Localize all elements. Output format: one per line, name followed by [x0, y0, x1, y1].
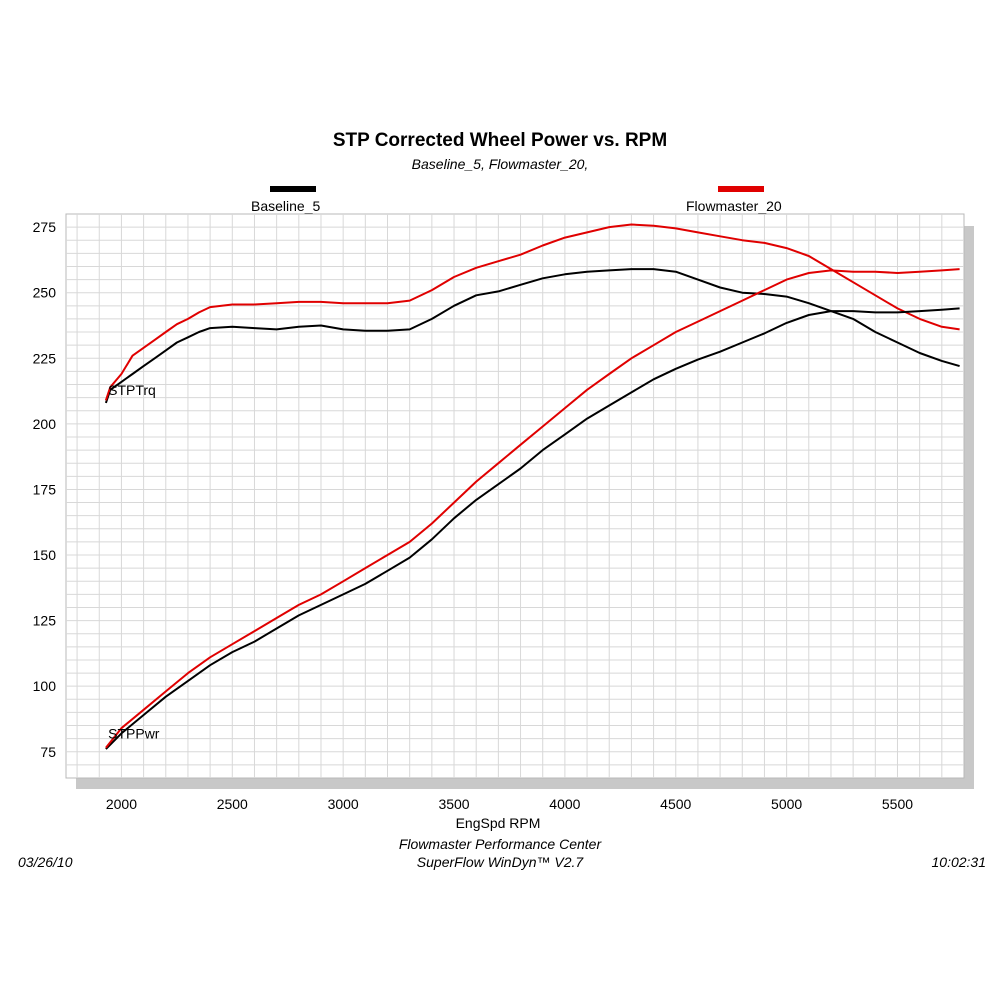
y-tick-label: 125: [33, 613, 57, 629]
footer-center-name: Flowmaster Performance Center: [398, 836, 602, 852]
plot-background: [65, 213, 965, 779]
x-tick-label: 2500: [217, 796, 248, 812]
y-tick-labels: 75 100 125 150 175 200 225 250 275: [33, 219, 57, 760]
footer-time: 10:02:31: [931, 854, 987, 870]
y-tick-label: 225: [33, 350, 57, 366]
y-tick-label: 275: [33, 219, 57, 235]
legend-swatch-baseline: [270, 186, 316, 192]
series-line-power-flowmaster-20: [105, 268, 960, 749]
x-tick-label: 3000: [328, 796, 359, 812]
y-tick-label: 75: [40, 744, 56, 760]
y-tick-label: 250: [33, 285, 57, 301]
series-group: [104, 223, 960, 750]
x-tick-labels: 2000 2500 3000 3500 4000 4500 5000 5500: [106, 796, 913, 812]
chart-title: STP Corrected Wheel Power vs. RPM: [332, 130, 668, 151]
legend-label-baseline: Baseline_5: [251, 198, 321, 214]
y-tick-label: 100: [33, 678, 57, 694]
x-tick-label: 4000: [549, 796, 580, 812]
series-line-torque-flowmaster-20: [104, 223, 960, 401]
x-axis-label: EngSpd RPM: [456, 815, 541, 831]
y-tick-label: 175: [33, 481, 57, 497]
legend-swatch-flowmaster: [718, 186, 764, 192]
legend-label-flowmaster: Flowmaster_20: [686, 198, 782, 214]
y-tick-label: 150: [33, 547, 57, 563]
x-tick-label: 4500: [660, 796, 691, 812]
curve-labels: STPTrq STPPwr: [108, 382, 160, 742]
curve-label-stppwr: STPPwr: [108, 726, 160, 742]
x-tick-label: 2000: [106, 796, 137, 812]
series-line-torque-baseline-5: [104, 268, 960, 404]
x-tick-label: 5500: [882, 796, 913, 812]
x-tick-label: 3500: [438, 796, 469, 812]
footer-software: SuperFlow WinDyn™ V2.7: [416, 854, 584, 870]
footer-date: 03/26/10: [18, 854, 73, 870]
series-line-power-baseline-5: [105, 307, 960, 750]
curve-label-stptrq: STPTrq: [108, 382, 156, 398]
x-tick-label: 5000: [771, 796, 802, 812]
grid-lines: [66, 214, 964, 778]
y-tick-label: 200: [33, 416, 57, 432]
chart-subtitle: Baseline_5, Flowmaster_20,: [411, 156, 589, 172]
